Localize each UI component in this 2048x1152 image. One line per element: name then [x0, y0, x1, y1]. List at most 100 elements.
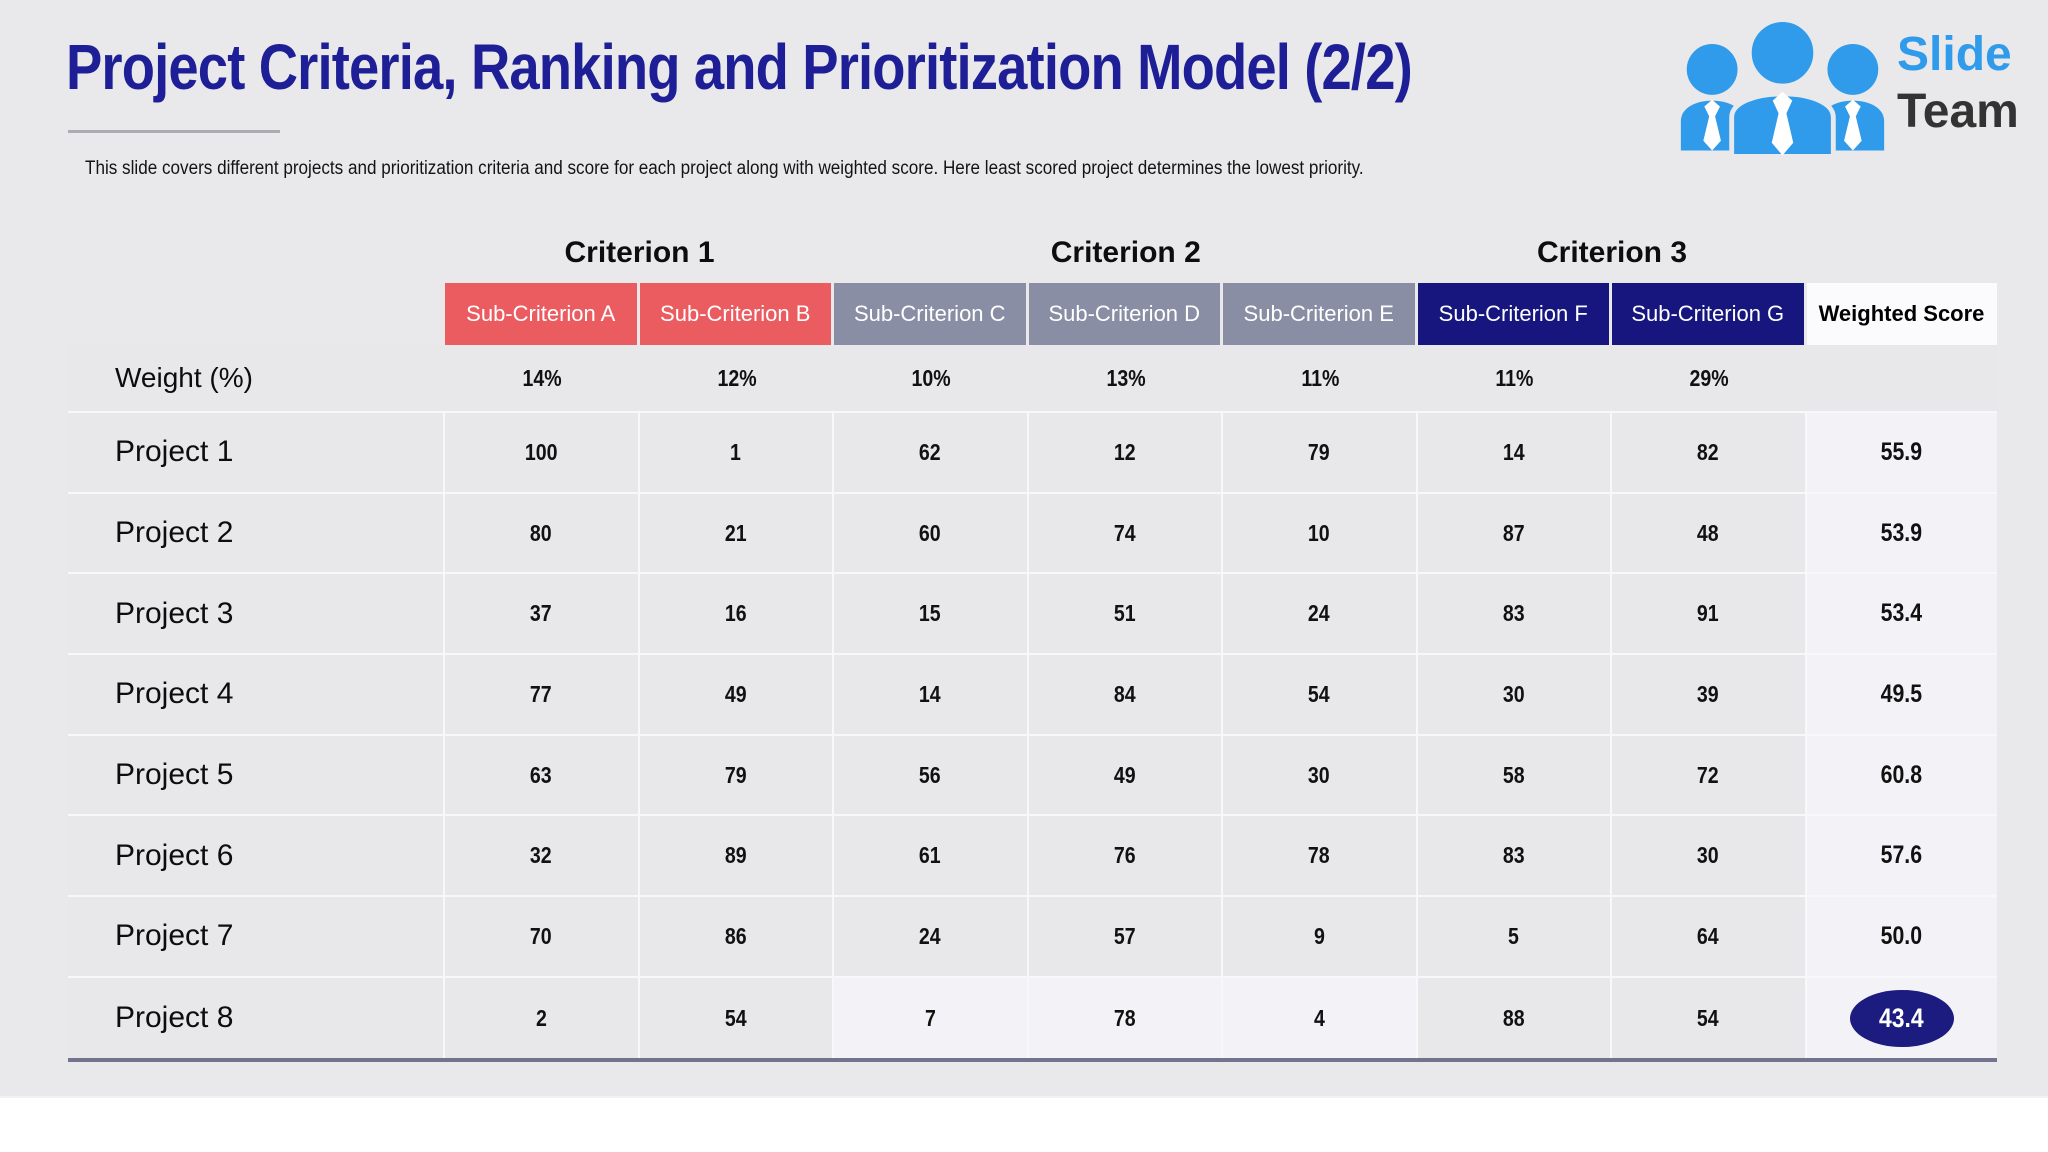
weighted-score-value: 50.0: [1880, 921, 1923, 950]
weight-value-cell: 14%: [522, 364, 562, 391]
score-cell: 24: [834, 897, 1029, 976]
project-label: Project 6: [68, 816, 445, 896]
score-cell: 30: [1223, 735, 1418, 815]
weighted-score-header: Weighted Score: [1806, 283, 1997, 345]
score-cell: 78: [1028, 977, 1223, 1059]
project-label: Project 2: [68, 493, 445, 573]
weighted-score-value: 53.9: [1880, 518, 1923, 547]
weighted-score-cell: 53.9: [1806, 493, 1997, 573]
slide-subtitle: This slide covers different projects and…: [85, 158, 1364, 179]
weighted-score-value: 53.4: [1880, 599, 1923, 628]
score-cell: 77: [445, 655, 640, 734]
project-label: Project 8: [68, 977, 445, 1059]
table-row: Project 8 2 54 7 78 4 88 54 43.4: [68, 977, 1997, 1059]
score-cell: 88: [1417, 977, 1612, 1059]
criterion-group-label: Criterion 1: [564, 235, 715, 269]
score-cell: 14: [1417, 413, 1612, 492]
criterion-group-row: Criterion 1 Criterion 2 Criterion 3: [68, 222, 1997, 283]
score-cell: 14: [834, 655, 1029, 734]
weight-row: Weight (%) 14% 12% 10% 13% 11% 11% 29%: [68, 345, 1997, 413]
weight-value-cell: 11%: [1301, 364, 1340, 391]
score-cell: 5: [1417, 897, 1612, 976]
sub-criterion-header: Sub-Criterion A: [445, 283, 640, 345]
weight-value-cell: 11%: [1495, 364, 1534, 391]
table-row: Project 6 32 89 61 76 78 83 30 57.6: [68, 816, 1997, 898]
project-label: Project 4: [68, 655, 445, 734]
page-title: Project Criteria, Ranking and Prioritiza…: [66, 31, 1413, 103]
project-label: Project 7: [68, 897, 445, 976]
lowest-score-badge: 43.4: [1849, 989, 1954, 1047]
score-cell: 74: [1028, 493, 1223, 573]
score-cell: 56: [834, 735, 1029, 815]
table-row: Project 7 70 86 24 57 9 5 64 50.0: [68, 897, 1997, 978]
weight-value-cell: 29%: [1689, 364, 1729, 391]
score-cell: 64: [1612, 897, 1807, 976]
score-cell: 10: [1223, 493, 1418, 573]
score-cell: 87: [1417, 493, 1612, 573]
spacer: [68, 283, 445, 345]
criterion-group-label: Criterion 3: [1536, 235, 1688, 269]
sub-criterion-header: Sub-Criterion G: [1612, 283, 1807, 345]
score-cell: 4: [1223, 977, 1418, 1059]
criteria-table: Criterion 1 Criterion 2 Criterion 3 Sub-Cri…: [68, 222, 1997, 1059]
sub-criterion-header-row: Sub-Criterion A Sub-Criterion B Sub-Criter…: [68, 283, 1997, 345]
score-cell: 54: [1612, 977, 1807, 1059]
score-cell: 63: [445, 735, 640, 815]
weight-value-cell: 12%: [717, 364, 757, 391]
score-cell: 30: [1612, 816, 1807, 896]
logo-slide-text: Slide: [1897, 28, 2012, 81]
project-label: Project 5: [68, 735, 445, 815]
slideteam-logo: Slide Team: [1675, 8, 2045, 173]
project-label: Project 3: [68, 574, 445, 654]
weighted-score-cell: 50.0: [1806, 897, 1997, 976]
score-cell: 86: [639, 897, 834, 976]
table-bottom-border: [68, 1058, 1997, 1062]
score-cell: 24: [1223, 574, 1418, 654]
score-cell: 79: [1223, 413, 1418, 492]
score-cell: 89: [639, 816, 834, 896]
score-cell: 51: [1028, 574, 1223, 654]
table-row: Project 2 80 21 60 74 10 87 48 53.9: [68, 493, 1997, 575]
score-cell: 49: [1028, 735, 1223, 815]
weighted-score-value: 57.6: [1880, 841, 1923, 870]
sub-criterion-header: Sub-Criterion F: [1417, 283, 1612, 345]
score-cell: 9: [1223, 897, 1418, 976]
score-cell: 79: [639, 735, 834, 815]
score-cell: 82: [1612, 413, 1807, 492]
score-cell: 80: [445, 493, 640, 573]
sub-criterion-header: Sub-Criterion B: [639, 283, 834, 345]
people-icon: [1680, 17, 1885, 159]
weighted-score-cell: 55.9: [1806, 413, 1997, 492]
score-cell: 61: [834, 816, 1029, 896]
score-cell: 21: [639, 493, 834, 573]
score-cell: 58: [1417, 735, 1612, 815]
score-cell: 78: [1223, 816, 1418, 896]
project-label: Project 1: [68, 413, 445, 492]
score-cell: 91: [1612, 574, 1807, 654]
score-cell: 54: [1223, 655, 1418, 734]
score-cell: 7: [834, 977, 1029, 1059]
sub-criterion-header: Sub-Criterion E: [1223, 283, 1418, 345]
weighted-score-value: 55.9: [1880, 437, 1923, 466]
sub-criterion-header: Sub-Criterion D: [1028, 283, 1223, 345]
weighted-score-cell: 43.4: [1806, 977, 1997, 1059]
score-cell: 2: [445, 977, 640, 1059]
score-cell: 100: [445, 413, 640, 492]
table-row: Project 4 77 49 14 84 54 30 39 49.5: [68, 655, 1997, 736]
score-cell: 60: [834, 493, 1029, 573]
weighted-score-cell: 60.8: [1806, 735, 1997, 815]
weighted-score-value: 49.5: [1880, 679, 1923, 708]
score-cell: 30: [1417, 655, 1612, 734]
logo-team-text: Team: [1897, 85, 2019, 138]
score-cell: 32: [445, 816, 640, 896]
score-cell: 62: [834, 413, 1029, 492]
score-cell: 39: [1612, 655, 1807, 734]
score-cell: 37: [445, 574, 640, 654]
weighted-score-value: 60.8: [1880, 760, 1923, 789]
score-cell: 16: [639, 574, 834, 654]
bottom-band: [0, 1096, 2048, 1152]
table-row: Project 3 37 16 15 51 24 83 91 53.4: [68, 574, 1997, 656]
weight-value-cell: 13%: [1106, 364, 1146, 391]
score-cell: 70: [445, 897, 640, 976]
title-underline: [68, 130, 280, 133]
